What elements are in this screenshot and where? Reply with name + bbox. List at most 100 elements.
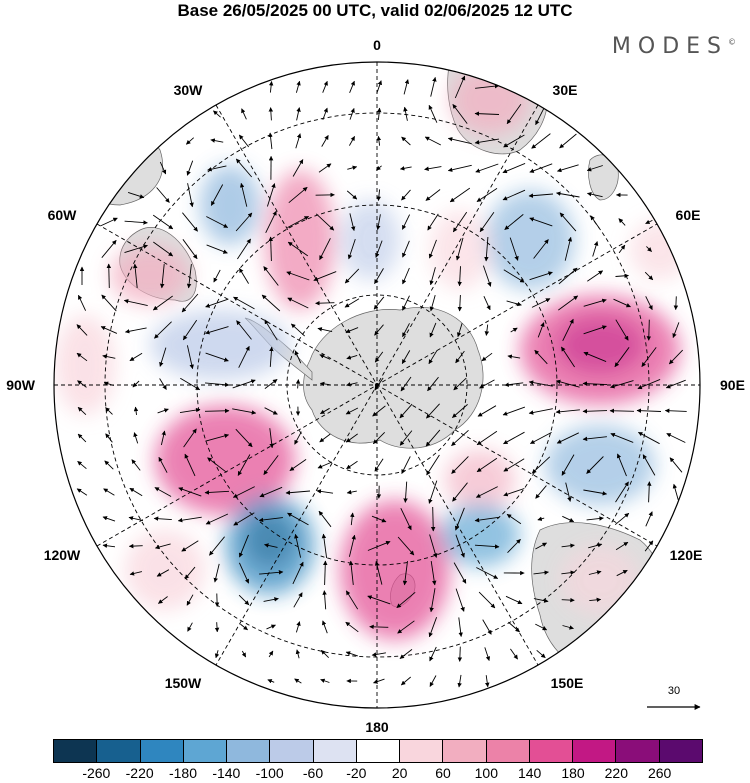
colorbar-cell [227, 740, 271, 762]
wind-vector [401, 350, 411, 364]
wind-vector [397, 620, 415, 634]
wind-vector [294, 350, 302, 364]
wind-vector [561, 346, 575, 368]
wind-vector [586, 456, 604, 474]
wind-vector [614, 347, 630, 368]
wind-vector [268, 80, 274, 93]
wind-vector [401, 214, 411, 230]
colorbar-tick-label: -220 [125, 765, 154, 781]
wind-vector [403, 481, 408, 503]
wind-vector [618, 218, 626, 226]
wind-vector [457, 266, 462, 287]
wind-vector [158, 596, 168, 604]
colorbar-cell [616, 740, 660, 762]
wind-vector [287, 216, 309, 228]
wind-vector [562, 318, 574, 341]
wind-vector [373, 296, 385, 310]
wind-vector [294, 678, 302, 684]
wind-vector [561, 570, 576, 575]
wind-vector [451, 429, 469, 447]
colorbar-cell [659, 740, 702, 762]
wind-vector [287, 512, 309, 526]
wind-vector [238, 562, 250, 584]
wind-vector [319, 238, 331, 261]
wind-vector [399, 166, 412, 171]
wind-vector [456, 323, 463, 338]
wind-vector [266, 183, 276, 207]
lon-label-90e: 90E [720, 377, 745, 393]
wind-vector [153, 241, 174, 257]
wind-vector [233, 512, 255, 526]
wind-vector [502, 162, 526, 174]
lon-label-30w: 30W [174, 82, 204, 98]
wind-vector [558, 267, 578, 285]
wind-vector [156, 187, 170, 203]
wind-vector [645, 511, 653, 527]
wind-vector [237, 454, 251, 476]
wind-vector [482, 619, 492, 635]
wind-vector [129, 487, 143, 497]
wind-vector [154, 543, 171, 550]
wind-vector [345, 590, 359, 610]
colorbar-tick-label: 180 [561, 765, 585, 781]
wind-vector [318, 163, 332, 173]
wind-vector [263, 455, 279, 475]
wind-vector [529, 271, 553, 281]
wind-vector [673, 296, 679, 311]
wind-vector [287, 241, 309, 257]
wind-vector [239, 182, 248, 207]
wind-vector [502, 189, 526, 201]
wind-vector [374, 351, 384, 363]
wind-vector [235, 158, 253, 178]
wind-vector [133, 406, 139, 415]
wind-vector [646, 481, 652, 503]
wind-vector [101, 239, 117, 258]
wind-vector [264, 379, 278, 389]
wind-vector [592, 241, 599, 257]
wind-vector [533, 598, 549, 603]
wind-vector [232, 379, 256, 389]
wind-vector [447, 137, 472, 145]
wind-vector [235, 428, 253, 448]
wind-vector [153, 516, 172, 521]
colorbar-cell [183, 740, 228, 762]
wind-vector [636, 408, 662, 413]
wind-vector [484, 236, 489, 262]
wind-vector [666, 433, 686, 443]
wind-vector [214, 650, 220, 659]
wind-vector [264, 319, 278, 341]
wind-vector [179, 407, 201, 414]
colorbar-cell [443, 740, 487, 762]
wind-vector [345, 433, 358, 443]
wind-vector [182, 319, 198, 341]
wind-vector [507, 354, 521, 359]
wind-vector [269, 346, 274, 367]
wind-vector [399, 403, 413, 419]
wind-vector [321, 135, 329, 147]
wind-vector [205, 433, 230, 442]
wind-vector [479, 379, 495, 389]
wind-vector [474, 544, 500, 549]
wind-vector [537, 516, 545, 521]
wind-vector [376, 135, 382, 146]
wind-vector [586, 516, 604, 521]
wind-vector [484, 647, 491, 662]
colorbar-tick-label: 220 [604, 765, 629, 781]
wind-vector [350, 512, 355, 526]
wind-vector [396, 591, 416, 609]
wind-vector [265, 210, 277, 233]
wind-vector [371, 652, 386, 657]
wind-vector [430, 506, 436, 532]
wind-vector [100, 326, 118, 334]
wind-vector [295, 80, 301, 93]
wind-vector [152, 214, 174, 230]
wind-vector [582, 436, 607, 442]
wind-vector [129, 571, 143, 576]
wind-vector [528, 193, 554, 198]
wind-vector [615, 319, 629, 341]
lon-label-0: 0 [373, 37, 381, 53]
colorbar-tick-label: -180 [168, 765, 198, 781]
wind-vector [376, 189, 382, 202]
wind-vector [646, 246, 652, 252]
wind-vector [264, 407, 278, 415]
